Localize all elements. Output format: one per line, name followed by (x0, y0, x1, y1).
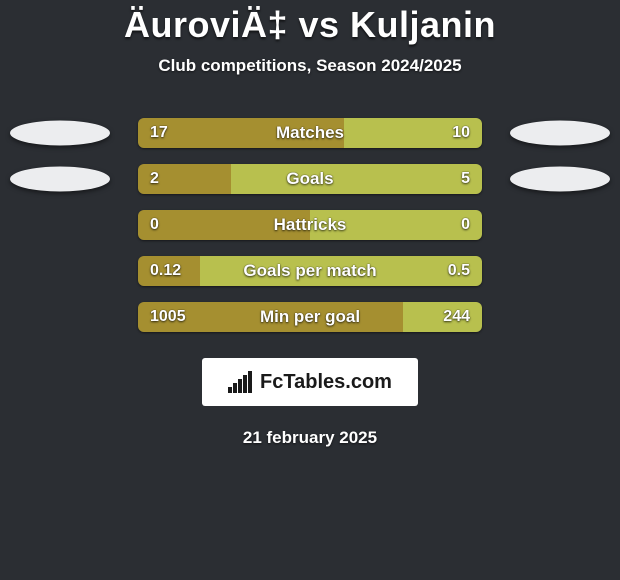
stat-row: 00Hattricks (0, 210, 620, 240)
stat-value-left: 0 (138, 210, 171, 240)
stat-bar: 1710Matches (138, 118, 482, 148)
stat-bar: 1005244Min per goal (138, 302, 482, 332)
stat-row: 0.120.5Goals per match (0, 256, 620, 286)
player-marker-right (510, 167, 610, 192)
brand-badge: FcTables.com (202, 358, 418, 406)
brand-text: FcTables.com (260, 371, 392, 394)
bar-segment-right (231, 164, 482, 194)
stat-value-right: 0 (449, 210, 482, 240)
stat-value-left: 17 (138, 118, 180, 148)
stat-value-left: 1005 (138, 302, 198, 332)
stat-value-right: 5 (449, 164, 482, 194)
stat-bar: 25Goals (138, 164, 482, 194)
player-marker-left (10, 167, 110, 192)
stat-value-left: 0.12 (138, 256, 193, 286)
player-marker-left (10, 121, 110, 146)
stat-value-left: 2 (138, 164, 171, 194)
stat-row: 1005244Min per goal (0, 302, 620, 332)
stat-value-right: 10 (440, 118, 482, 148)
player-marker-right (510, 121, 610, 146)
stat-value-right: 244 (431, 302, 482, 332)
page-title: ÄuroviÄ‡ vs Kuljanin (0, 4, 620, 46)
stat-bar: 0.120.5Goals per match (138, 256, 482, 286)
comparison-card: ÄuroviÄ‡ vs Kuljanin Club competitions, … (0, 0, 620, 448)
stat-value-right: 0.5 (436, 256, 482, 286)
stat-bar: 00Hattricks (138, 210, 482, 240)
stat-row: 25Goals (0, 164, 620, 194)
subtitle: Club competitions, Season 2024/2025 (0, 56, 620, 76)
stat-rows: 1710Matches25Goals00Hattricks0.120.5Goal… (0, 118, 620, 332)
date-label: 21 february 2025 (0, 428, 620, 448)
brand-bars-icon (228, 371, 254, 393)
stat-row: 1710Matches (0, 118, 620, 148)
